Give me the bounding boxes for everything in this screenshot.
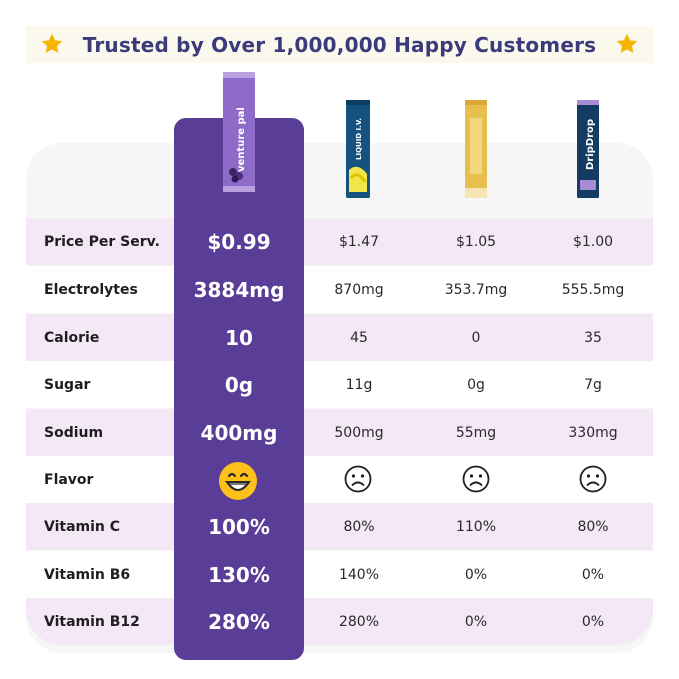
banner: Trusted by Over 1,000,000 Happy Customer… (26, 26, 653, 63)
featured-value: 280% (208, 609, 270, 634)
row-label: Flavor (44, 471, 94, 488)
star-icon (616, 33, 638, 53)
cell-value: $1.00 (572, 233, 614, 250)
cell-value: 110% (455, 518, 497, 535)
venture-pal-packet-icon: venture pal (223, 72, 255, 192)
cell-value: 11g (345, 376, 373, 393)
cell-value: 55mg (455, 424, 497, 441)
row-label: Price Per Serv. (44, 233, 160, 250)
frowning-face-icon (579, 465, 607, 493)
star-icon (41, 33, 63, 53)
cell-value: 330mg (568, 424, 618, 441)
row-label: Vitamin B6 (44, 566, 131, 583)
featured-value: 400mg (200, 420, 278, 445)
table-row: Electrolytes 870mg 353.7mg 555.5mg (26, 266, 653, 313)
banner-title: Trusted by Over 1,000,000 Happy Customer… (82, 32, 597, 57)
cell-value: 0g (467, 376, 485, 393)
cell-value: 353.7mg (444, 281, 508, 298)
table-row: Vitamin C 80% 110% 80% (26, 503, 653, 550)
table-row: Calorie 45 0 35 (26, 314, 653, 361)
featured-value: $0.99 (207, 229, 271, 254)
table-row: Price Per Serv. $1.47 $1.05 $1.00 (26, 218, 653, 265)
row-label: Sodium (44, 424, 104, 441)
cell-value: 500mg (334, 424, 384, 441)
cell-value: 0% (464, 613, 488, 630)
table-row: Vitamin B12 280% 0% 0% (26, 598, 653, 645)
featured-value: 130% (208, 562, 270, 587)
row-label: Sugar (44, 376, 91, 393)
cell-value: 80% (577, 518, 609, 535)
cell-value: 0 (471, 329, 481, 346)
frowning-face-icon (344, 465, 372, 493)
row-label: Electrolytes (44, 281, 138, 298)
dripdrop-packet-icon: DripDrop (577, 100, 599, 198)
cell-value: 555.5mg (561, 281, 625, 298)
packet-brand-text: LIQUID I.V. (355, 118, 363, 160)
cell-value: 0% (581, 566, 605, 583)
table-row: Vitamin B6 140% 0% 0% (26, 551, 653, 598)
cell-value: 0% (581, 613, 605, 630)
cell-value: $1.47 (338, 233, 380, 250)
cell-value: 0% (464, 566, 488, 583)
cell-value: $1.05 (455, 233, 497, 250)
cell-value: 870mg (334, 281, 384, 298)
table-row: Flavor (26, 456, 653, 503)
grinning-face-icon (219, 462, 257, 500)
cell-value: 7g (584, 376, 602, 393)
cell-value: 45 (350, 329, 368, 346)
packet-brand-text: venture pal (236, 107, 247, 172)
featured-column (174, 118, 304, 660)
featured-value: 0g (224, 372, 254, 397)
table-row: Sodium 500mg 55mg 330mg (26, 409, 653, 456)
cell-value: 35 (584, 329, 602, 346)
packet-brand-text: DripDrop (585, 119, 596, 170)
frowning-face-icon (462, 465, 490, 493)
liquid-iv-packet-icon: LIQUID I.V. (346, 100, 370, 198)
row-label: Calorie (44, 329, 100, 346)
row-label: Vitamin C (44, 518, 121, 535)
cell-value: 280% (338, 613, 380, 630)
featured-value: 10 (225, 325, 253, 350)
table-row: Sugar 11g 0g 7g (26, 361, 653, 408)
featured-value: 3884mg (193, 277, 285, 302)
cell-value: 80% (343, 518, 375, 535)
featured-value: 100% (208, 514, 270, 539)
gold-packet-icon (465, 100, 487, 198)
row-label: Vitamin B12 (44, 613, 140, 630)
cell-value: 140% (338, 566, 380, 583)
